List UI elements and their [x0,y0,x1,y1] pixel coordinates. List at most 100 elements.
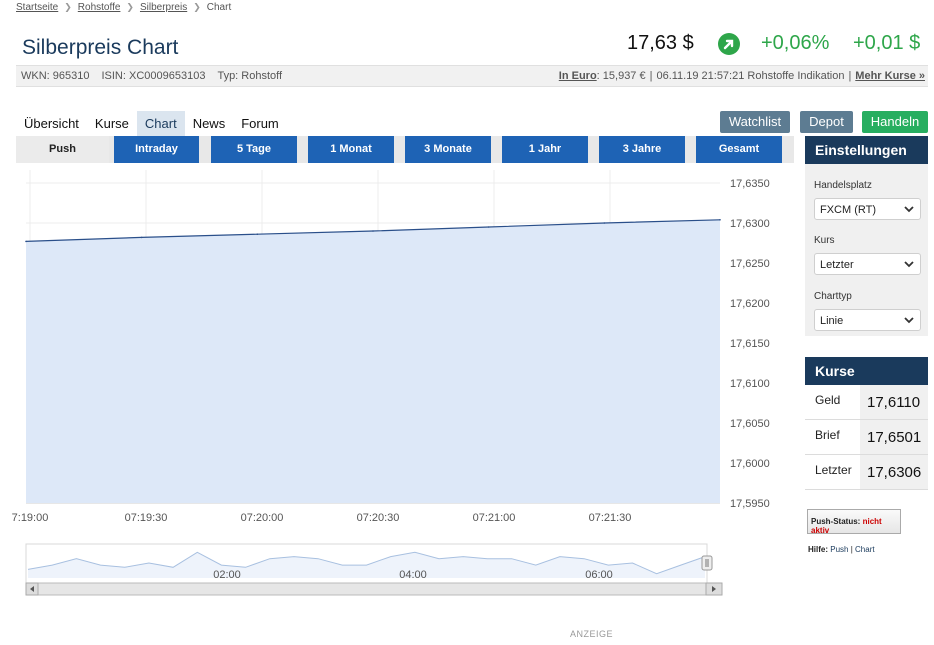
range-1-monat-button[interactable]: 1 Monat [308,136,394,163]
kurse-panel-title: Kurse [805,357,928,385]
kurse-row-brief: Brief 17,6501 [805,420,928,455]
y-tick-label: 17,6000 [730,458,770,470]
help-chart-link[interactable]: Chart [855,545,875,554]
data-point [140,236,143,239]
help-push-link[interactable]: Push [830,545,849,554]
range-3-jahre-button[interactable]: 3 Jahre [599,136,685,163]
push-status-value: nicht aktiv [811,517,882,535]
range-5-tage-button[interactable]: 5 Tage [211,136,297,163]
depot-button[interactable]: Depot [800,111,853,133]
range-gesamt-button[interactable]: Gesamt [696,136,782,163]
x-tick-label: 07:21:00 [473,512,516,524]
kurs-value: Letzter [820,259,854,271]
change-absolute: +0,01 $ [853,32,921,54]
breadcrumb-link-silberpreis[interactable]: Silberpreis [139,2,188,13]
geld-label: Geld [815,393,841,407]
breadcrumb: Startseite ❯ Rohstoffe ❯ Silberpreis ❯ C… [16,2,231,13]
chevron-right-icon: ❯ [64,2,72,12]
chevron-down-icon [904,317,914,324]
data-point [25,240,27,243]
info-bar: WKN: 965310 ISIN: XC0009653103 Typ: Rohs… [16,65,928,87]
y-tick-label: 17,6300 [730,218,770,230]
tab-forum[interactable]: Forum [241,116,279,131]
chevron-right-icon: ❯ [193,2,201,12]
letzter-value: 17,6306 [860,455,928,489]
x-tick-label: 7:19:00 [12,512,49,524]
kurse-row-letzter: Letzter 17,6306 [805,455,928,490]
kurs-select[interactable]: Letzter [814,253,921,275]
navigator-line [27,551,706,575]
brief-label: Brief [815,428,840,442]
brief-value: 17,6501 [860,420,928,454]
wkn-label: WKN: 965310 [21,70,90,82]
range-intraday-button[interactable]: Intraday [114,136,199,163]
change-percent: +0,06% [761,32,830,54]
handeln-button[interactable]: Handeln [862,111,928,133]
handelsplatz-value: FXCM (RT) [820,204,877,216]
navigator-scrollbar[interactable] [25,582,723,596]
y-tick-label: 17,6350 [730,178,770,190]
x-tick-label: 07:20:30 [357,512,400,524]
x-tick-label: 07:19:30 [125,512,168,524]
push-status-button[interactable]: Push-Status: nicht aktiv [807,509,901,535]
help-label: Hilfe: [808,545,828,554]
navigator-handle[interactable] [701,555,713,571]
breadcrumb-current: Chart [206,2,232,13]
help-links: Hilfe: Push | Chart [808,545,875,554]
isin-label: ISIN: XC0009653103 [101,70,206,82]
range-3-monate-button[interactable]: 3 Monate [405,136,491,163]
push-status-label: Push-Status: [811,517,861,526]
data-point [372,230,374,232]
current-price: 17,63 $ [627,32,694,54]
tab-uebersicht[interactable]: Übersicht [24,116,79,131]
chart-navigator[interactable]: 02:00 04:00 06:00 [0,540,800,600]
settings-panel: Handelsplatz FXCM (RT) Kurs Letzter Char… [805,164,928,336]
settings-panel-title: Einstellungen [805,136,928,164]
y-tick-label: 17,6100 [730,378,770,390]
arrow-right-icon [712,586,716,592]
breadcrumb-link-rohstoffe[interactable]: Rohstoffe [77,2,121,13]
price-chart[interactable]: 17,6350 17,6300 17,6250 17,6200 17,6150 17,61… [0,160,800,525]
y-tick-label: 17,6050 [730,418,770,430]
kurs-label: Kurs [814,235,835,246]
tab-news[interactable]: News [192,116,226,131]
page-title: Silberpreis Chart [22,36,179,59]
quote-datetime: 06.11.19 21:57:21 Rohstoffe Indikation [656,70,845,82]
range-1-jahr-button[interactable]: 1 Jahr [502,136,588,163]
tab-bar: Übersicht Kurse Chart News Forum [16,111,287,141]
tab-kurse[interactable]: Kurse [94,116,129,131]
trend-up-icon [718,33,740,55]
help-separator: | [850,545,853,554]
type-label: Typ: Rohstoff [217,70,283,82]
data-point [603,222,606,224]
y-tick-label: 17,6150 [730,338,770,350]
range-selector: Push Intraday 5 Tage 1 Monat 3 Monate 1 … [16,136,794,163]
data-point [719,219,721,221]
price-area [26,219,720,504]
data-point [487,226,490,228]
euro-value: : 15,937 € [596,70,646,82]
watchlist-button[interactable]: Watchlist [720,111,790,133]
y-tick-label: 17,6200 [730,298,770,310]
charttyp-value: Linie [820,315,844,327]
more-quotes-link[interactable]: Mehr Kurse » [855,70,925,82]
euro-link[interactable]: In Euro [558,70,597,82]
letzter-label: Letzter [815,463,852,477]
navigator-tick-label: 06:00 [585,569,613,581]
x-tick-label: 07:21:30 [589,512,632,524]
range-push-button[interactable]: Push [16,136,109,163]
chevron-down-icon [904,206,914,213]
geld-value: 17,6110 [860,385,928,419]
breadcrumb-link-startseite[interactable]: Startseite [16,2,59,13]
navigator-tick-label: 02:00 [213,569,241,581]
tab-chart[interactable]: Chart [136,111,185,141]
kurse-row-geld: Geld 17,6110 [805,385,928,420]
data-point [256,233,259,235]
handelsplatz-select[interactable]: FXCM (RT) [814,198,921,220]
charttyp-label: Charttyp [814,291,852,302]
charttyp-select[interactable]: Linie [814,309,921,331]
arrow-left-icon [30,586,34,592]
chevron-down-icon [904,261,914,268]
handelsplatz-label: Handelsplatz [814,180,872,191]
x-tick-label: 07:20:00 [241,512,284,524]
